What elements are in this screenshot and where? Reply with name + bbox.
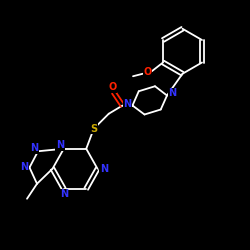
Text: N: N [30, 143, 38, 153]
Text: N: N [56, 140, 64, 150]
Text: N: N [124, 99, 132, 109]
Text: O: O [143, 68, 152, 78]
Text: S: S [90, 124, 97, 134]
Text: N: N [20, 162, 28, 172]
Text: O: O [108, 82, 116, 92]
Text: N: N [60, 189, 68, 199]
Text: N: N [168, 88, 176, 99]
Text: N: N [100, 164, 108, 174]
